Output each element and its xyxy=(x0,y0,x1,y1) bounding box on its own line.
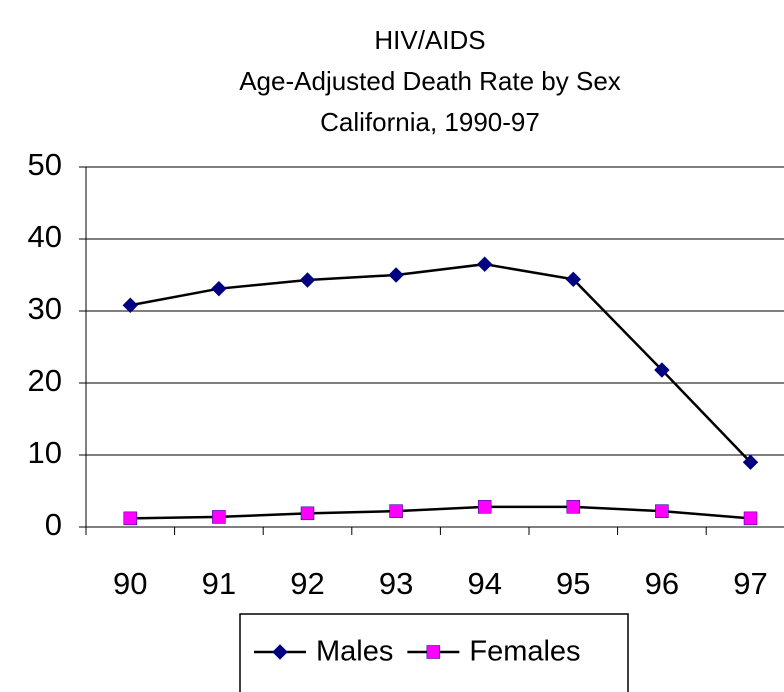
marker xyxy=(300,506,315,521)
x-tick-label: 97 xyxy=(733,566,767,601)
marker xyxy=(742,454,759,470)
y-tick-label: 20 xyxy=(28,363,62,398)
x-tick-label: 93 xyxy=(379,566,413,601)
marker xyxy=(655,504,669,518)
x-tick-label: 95 xyxy=(556,566,590,601)
marker xyxy=(477,500,492,514)
marker xyxy=(654,362,670,378)
legend-label: Males xyxy=(316,636,393,668)
x-tick-label: 90 xyxy=(113,566,147,601)
marker xyxy=(565,271,582,288)
x-tick-label: 91 xyxy=(202,566,236,601)
series-line xyxy=(130,262,752,464)
x-tick-label: 92 xyxy=(290,566,324,601)
marker xyxy=(388,267,404,283)
y-tick-label: 10 xyxy=(28,435,62,470)
x-tick-label: 94 xyxy=(467,566,501,601)
marker xyxy=(212,510,226,524)
marker xyxy=(123,511,138,526)
chart-title: HIV/AIDS xyxy=(374,25,485,55)
marker xyxy=(743,511,758,526)
legend-marker xyxy=(272,644,288,660)
chart-subtitle: Age-Adjusted Death Rate by Sex xyxy=(239,66,621,96)
marker xyxy=(122,297,139,313)
legend-label: Females xyxy=(469,636,580,668)
y-tick-label: 40 xyxy=(28,219,62,254)
y-tick-label: 50 xyxy=(28,147,62,182)
marker xyxy=(389,504,403,518)
y-tick-label: 0 xyxy=(45,507,62,542)
marker xyxy=(566,500,581,514)
series-line xyxy=(130,505,751,520)
chart-subtitle: California, 1990-97 xyxy=(320,107,540,137)
legend-marker xyxy=(426,645,441,659)
marker xyxy=(211,280,227,297)
y-tick-label: 30 xyxy=(28,291,62,326)
x-tick-label: 96 xyxy=(645,566,679,601)
marker xyxy=(299,272,316,288)
marker xyxy=(476,256,493,272)
